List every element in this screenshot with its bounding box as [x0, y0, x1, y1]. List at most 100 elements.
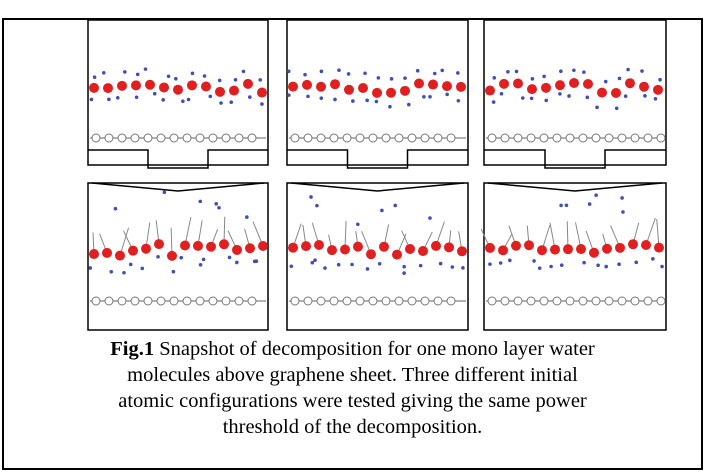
hydrogen-atom [559, 263, 564, 267]
oxygen-atom [187, 80, 197, 91]
oxygen-atom [457, 246, 467, 257]
oxygen-atom [392, 249, 402, 260]
hydrogen-atom [179, 255, 184, 260]
hydrogen-atom [393, 203, 398, 208]
carbon-atom [117, 296, 127, 306]
hydrogen-atom [128, 262, 133, 267]
hydrogen-atom [660, 264, 664, 269]
oxygen-atom [524, 240, 534, 251]
oxygen-atom [180, 240, 190, 251]
carbon-atom [539, 296, 549, 306]
hydrogen-atom [201, 257, 206, 262]
hydrogen-atom [380, 208, 384, 213]
carbon-atom [247, 296, 257, 306]
hydrogen-atom [623, 94, 628, 99]
carbon-atom [156, 133, 166, 143]
snapshot-panel [483, 19, 667, 166]
carbon-atom [656, 296, 666, 306]
oxygen-atom [193, 240, 203, 251]
carbon-atom [381, 133, 391, 143]
hydrogen-atom [166, 74, 171, 79]
carbon-atom [143, 133, 153, 143]
carbon-atom [591, 296, 601, 306]
hydrogen-atom [617, 262, 621, 267]
hydrogen-atom [506, 69, 510, 74]
caption-line: molecules above graphene sheet. Three di… [127, 364, 578, 386]
carbon-atom [368, 296, 378, 306]
oxygen-atom [597, 87, 607, 98]
oxygen-atom [358, 82, 368, 93]
hydrogen-atom [499, 92, 504, 96]
hydrogen-atom [418, 263, 423, 268]
hydrogen-atom [402, 271, 406, 275]
hydrogen-atom [529, 96, 534, 101]
caption-line: threshold of the decomposition. [222, 416, 483, 438]
hydrogen-atom [450, 265, 455, 269]
hydrogen-atom [162, 190, 167, 195]
oxygen-atom [379, 241, 389, 252]
carbon-atom [221, 296, 231, 306]
carbon-atom [630, 296, 640, 306]
hydrogen-atom [346, 72, 351, 76]
carbon-atom [500, 296, 510, 306]
hydrogen-atom [595, 105, 599, 110]
hydrogen-atom [313, 258, 317, 263]
hydrogen-atom [303, 72, 307, 77]
hydrogen-atom [356, 222, 360, 227]
hydrogen-atom [428, 216, 432, 220]
hydrogen-atom [122, 270, 126, 275]
hydrogen-atom [214, 202, 219, 206]
hydrogen-atom [403, 76, 407, 80]
hydrogen-atom [350, 262, 354, 267]
oxygen-atom [386, 87, 396, 98]
hydrogen-atom [582, 70, 586, 74]
oxygen-atom [145, 79, 155, 90]
oxygen-atom [229, 85, 239, 96]
arrow [91, 182, 265, 192]
snapshot-panel [286, 182, 469, 331]
oxygen-atom [485, 85, 495, 96]
hydrogen-atom [596, 263, 600, 268]
caption-line: atomic configurations were tested giving… [118, 390, 587, 412]
hydrogen-atom [508, 258, 512, 263]
oxygen-atom [103, 83, 113, 94]
hydrogen-atom [351, 99, 355, 103]
carbon-atom [195, 296, 205, 306]
oxygen-atom [201, 81, 211, 92]
carbon-atom [169, 296, 179, 306]
hydrogen-atom [161, 98, 165, 102]
hydrogen-atom [488, 262, 492, 266]
carbon-atom [656, 133, 666, 143]
hydrogen-atom [365, 267, 370, 271]
hydrogen-atom [582, 260, 586, 265]
oxygen-atom [89, 82, 99, 93]
hydrogen-atom [115, 96, 120, 100]
carbon-atom [552, 296, 562, 306]
carbon-atom [407, 296, 417, 306]
carbon-atom [500, 133, 510, 143]
oxygen-atom [405, 243, 415, 254]
hydrogen-atom [333, 97, 337, 102]
oxygen-atom [431, 240, 441, 251]
carbon-atom [130, 296, 140, 306]
oxygen-atom [366, 249, 376, 260]
oxygen-atom [400, 85, 410, 96]
hydrogen-atom [604, 264, 609, 269]
oxygen-atom [141, 243, 151, 254]
hydrogen-atom [498, 261, 503, 265]
oxygen-atom [288, 81, 298, 92]
hydrogen-atom [241, 69, 246, 74]
oxygen-atom [541, 82, 551, 93]
oxygen-atom [117, 80, 127, 91]
oxygen-atom [628, 239, 638, 250]
arrow [88, 149, 268, 169]
hydrogen-atom [186, 97, 191, 102]
hydrogen-atom [432, 71, 437, 76]
oxygen-atom [167, 250, 177, 261]
hydrogen-atom [658, 77, 662, 82]
hydrogen-atom [315, 203, 319, 208]
hydrogen-atom [286, 69, 291, 74]
hydrogen-atom [235, 260, 239, 265]
hydrogen-atom [135, 72, 140, 77]
